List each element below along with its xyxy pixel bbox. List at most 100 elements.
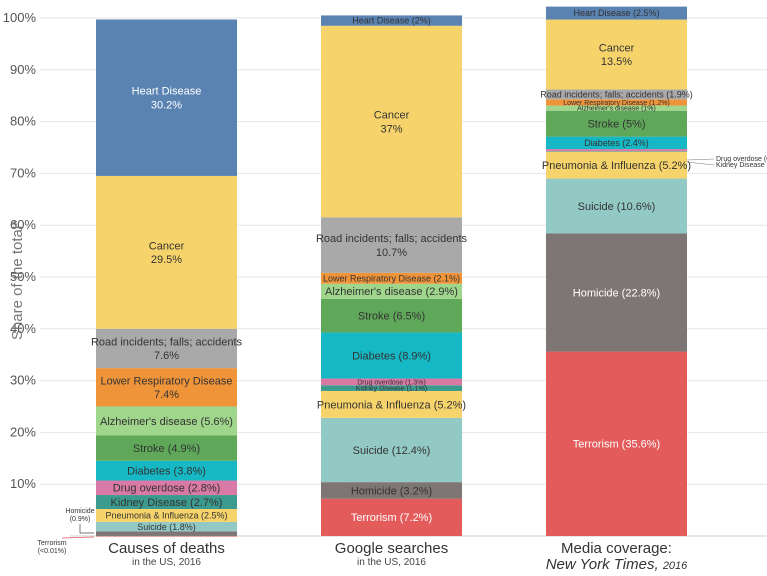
segment-label: Heart Disease (2.5%) xyxy=(573,8,659,18)
homicide-annotation: Homicide xyxy=(65,508,94,515)
bar-segment-lower-respiratory-disease xyxy=(321,272,462,284)
bar-segment-lower-respiratory-disease xyxy=(96,368,237,407)
drug-overdose-annotation: Drug overdose (0.4%) xyxy=(716,156,767,163)
bar-segment-cancer xyxy=(546,19,687,90)
y-tick-label: 90% xyxy=(10,62,36,77)
bar-segment-road-incidents-falls-accidents xyxy=(546,89,687,100)
segment-label: Pneumonia & Influenza (5.2%) xyxy=(317,399,466,411)
bar-segment-terrorism xyxy=(96,535,237,537)
segment-label: Lower Respiratory Disease xyxy=(100,375,232,387)
segment-label: Homicide (22.8%) xyxy=(573,287,660,299)
segment-label: Stroke (4.9%) xyxy=(133,443,200,455)
bar-segment-pneumonia-influenza xyxy=(96,509,237,522)
bar-segment-cancer xyxy=(96,175,237,329)
terrorism-pointer xyxy=(61,536,95,539)
y-tick-label: 50% xyxy=(10,269,36,284)
bar-segment-suicide xyxy=(546,178,687,234)
segment-label: 13.5% xyxy=(601,56,632,68)
segment-label: Heart Disease xyxy=(132,86,202,98)
y-tick-label: 10% xyxy=(10,476,36,491)
category-subtitle: in the US, 2016 xyxy=(357,557,426,568)
segment-labels-layer: Suicide (1.8%)Pneumonia & Influenza (2.5… xyxy=(91,8,693,532)
segment-label: Pneumonia & Influenza (5.2%) xyxy=(542,160,691,172)
segment-label: Suicide (10.6%) xyxy=(578,201,656,213)
category-title: Google searches xyxy=(335,540,448,557)
bar-segment-heart-disease xyxy=(321,15,462,26)
bar-segment-drug-overdose xyxy=(546,149,687,152)
segment-label: Drug overdose (1.3%) xyxy=(357,379,425,386)
bar-segment-alzheimer-s-disease xyxy=(546,105,687,111)
segment-label: 10.7% xyxy=(376,247,407,259)
bars-layer xyxy=(96,6,687,537)
segment-label: Lower Respiratory Disease (1.2%) xyxy=(563,100,670,107)
bar-segment-homicide xyxy=(546,233,687,352)
annotations-layer: Homicide(0.9%) Terrorism(<0.01%) Drug over… xyxy=(37,156,767,555)
segment-label: 7.4% xyxy=(154,389,179,401)
y-tick-label: 100% xyxy=(3,10,37,25)
bar-segment-cancer xyxy=(321,25,462,218)
segment-label: 37% xyxy=(380,123,402,135)
segment-label: Cancer xyxy=(374,110,410,122)
bar-segment-alzheimer-s-disease xyxy=(96,406,237,436)
segment-label: 29.5% xyxy=(151,254,182,266)
kidney-disease-annotation: Kidney Disease (0.1%) xyxy=(716,162,767,169)
y-tick-label: 20% xyxy=(10,424,36,439)
homicide-annotation: (0.9%) xyxy=(70,516,91,523)
segment-label: Pneumonia & Influenza (2.5%) xyxy=(105,511,227,521)
bar-segment-kidney-disease xyxy=(96,495,237,510)
segment-label: Heart Disease (2%) xyxy=(352,16,431,26)
bar-segment-drug-overdose xyxy=(96,480,237,496)
bar-segment-kidney-disease xyxy=(546,151,687,152)
segment-label: Kidney Disease (1.1%) xyxy=(356,386,427,393)
bar-segment-alzheimer-s-disease xyxy=(321,283,462,299)
bar-segment-stroke xyxy=(546,110,687,137)
bar-segment-pneumonia-influenza xyxy=(546,151,687,179)
segment-label: Road incidents; falls; accidents (1.9%) xyxy=(540,90,693,100)
segment-label: Suicide (1.8%) xyxy=(137,522,196,532)
segment-label: Drug overdose (2.8%) xyxy=(113,483,221,495)
bar-segment-lower-respiratory-disease xyxy=(546,99,687,106)
bar-segment-heart-disease xyxy=(96,19,237,176)
segment-label: Suicide (12.4%) xyxy=(353,445,431,457)
category-subtitle: New York Times, 2016 xyxy=(546,556,688,573)
segment-label: Alzheimer's disease (5.6%) xyxy=(100,416,233,428)
y-tick-label: 30% xyxy=(10,373,36,388)
segment-label: 30.2% xyxy=(151,99,182,111)
bar-segment-suicide xyxy=(96,521,237,532)
segment-label: Alzheimer's disease (1%) xyxy=(577,106,656,113)
y-tick-label: 60% xyxy=(10,217,36,232)
bar-segment-diabetes xyxy=(96,460,237,481)
bar-segment-terrorism xyxy=(321,498,462,536)
segment-label: Cancer xyxy=(599,42,635,54)
bar-segment-homicide xyxy=(321,482,462,499)
bar-segment-drug-overdose xyxy=(321,378,462,386)
terrorism-annotation: Terrorism xyxy=(37,540,66,547)
annotation-pointer xyxy=(686,161,715,166)
bar-segment-homicide xyxy=(96,531,237,536)
bar-segment-road-incidents-falls-accidents xyxy=(321,217,462,273)
segment-label: Alzheimer's disease (2.9%) xyxy=(325,286,458,298)
segment-label: Diabetes (8.9%) xyxy=(352,350,431,362)
category-subtitle: in the US, 2016 xyxy=(132,557,201,568)
bar-segment-suicide xyxy=(321,417,462,483)
category-title: Causes of deaths xyxy=(108,540,225,557)
segment-label: Terrorism (7.2%) xyxy=(351,512,432,524)
category-title: Media coverage: xyxy=(561,540,672,557)
segment-label: Road incidents; falls; accidents xyxy=(316,233,468,245)
bar-segment-pneumonia-influenza xyxy=(321,390,462,418)
y-tick-label: 40% xyxy=(10,321,36,336)
segment-label: Stroke (6.5%) xyxy=(358,310,425,322)
bar-segment-stroke xyxy=(96,435,237,461)
segment-label: Terrorism (35.6%) xyxy=(573,439,660,451)
bar-segment-diabetes xyxy=(321,332,462,379)
segment-label: Diabetes (2.4%) xyxy=(584,138,649,148)
segment-label: Lower Respiratory Disease (2.1%) xyxy=(323,273,460,283)
segment-label: Cancer xyxy=(149,240,185,252)
bar-segment-kidney-disease xyxy=(321,385,462,391)
bar-segment-road-incidents-falls-accidents xyxy=(96,328,237,369)
y-tick-label: 80% xyxy=(10,114,36,129)
bar-segment-terrorism xyxy=(546,351,687,536)
bar-segment-diabetes xyxy=(546,136,687,150)
